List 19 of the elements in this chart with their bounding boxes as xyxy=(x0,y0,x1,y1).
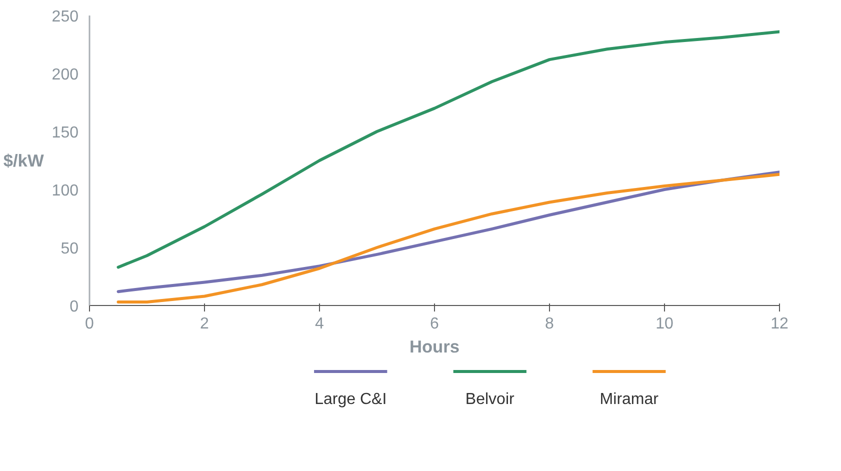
x-tick-label: 0 xyxy=(85,316,94,332)
x-tick-label: 8 xyxy=(545,316,554,332)
legend-label: Large C&I xyxy=(314,391,387,408)
x-axis-title: Hours xyxy=(409,336,460,356)
x-tick-label: 10 xyxy=(656,316,674,332)
y-axis-title: $/kW xyxy=(3,150,44,170)
legend-label: Belvoir xyxy=(465,391,516,408)
y-tick-label: 0 xyxy=(70,298,79,316)
y-tick-label: 250 xyxy=(52,8,79,26)
y-tick-label: 50 xyxy=(60,240,79,258)
x-tick-label: 12 xyxy=(770,316,788,332)
line-series xyxy=(116,30,780,269)
y-tick-label: 150 xyxy=(52,124,79,142)
x-tick-label: 2 xyxy=(200,316,210,332)
legend-label: Miramar xyxy=(600,391,660,408)
y-tick-label: 100 xyxy=(52,182,79,200)
x-tick-label: 4 xyxy=(315,316,324,332)
x-tick-label: 6 xyxy=(430,316,440,332)
y-tick-label: 200 xyxy=(52,66,79,84)
